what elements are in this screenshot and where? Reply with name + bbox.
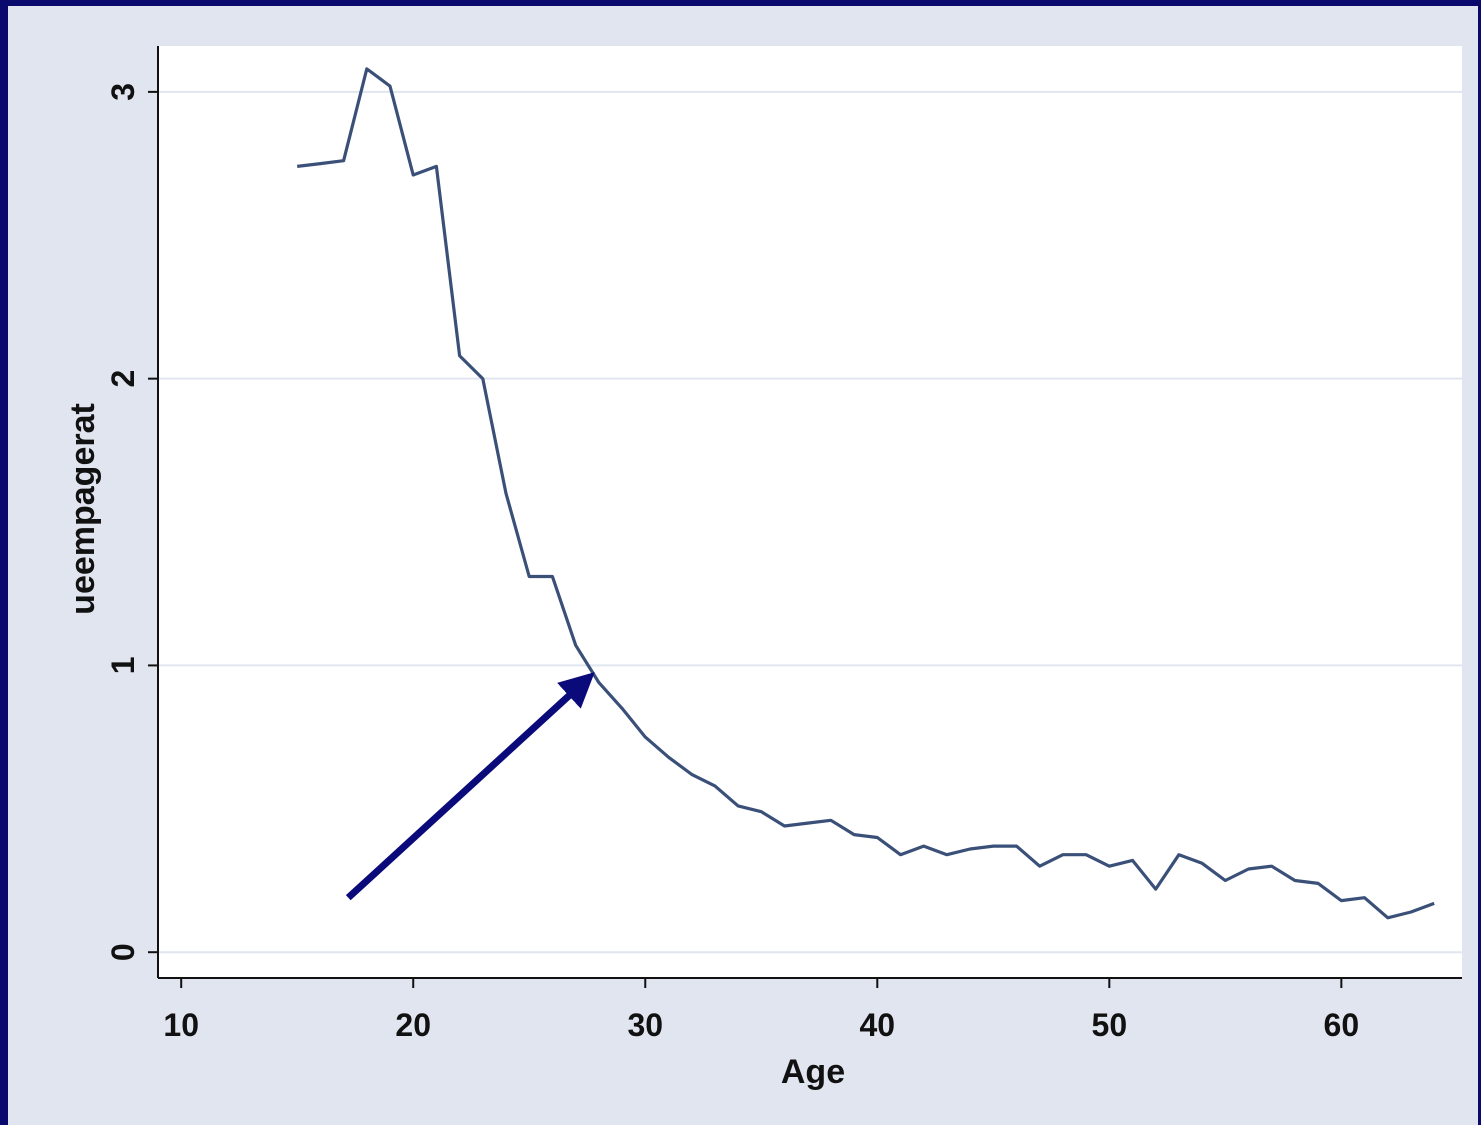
data-point <box>1108 865 1111 868</box>
data-point <box>1409 911 1412 914</box>
data-point <box>1433 902 1436 905</box>
data-point <box>296 165 299 168</box>
data-point <box>1038 865 1041 868</box>
data-point <box>1061 853 1064 856</box>
tick-labels: 0 1 2 3 10 20 30 40 50 60 <box>105 83 1359 1043</box>
x-tick-label-40: 40 <box>859 1007 895 1043</box>
data-point <box>1177 853 1180 856</box>
data-point <box>1340 899 1343 902</box>
series-line-0 <box>297 67 1435 920</box>
data-point <box>481 377 484 380</box>
data-point <box>505 492 508 495</box>
data-point <box>319 162 322 165</box>
data-point <box>969 847 972 850</box>
data-point <box>365 67 368 70</box>
data-point <box>644 736 647 739</box>
data-point <box>1293 879 1296 882</box>
y-tick-label-2: 2 <box>105 370 141 388</box>
annotation-layer <box>345 672 595 901</box>
series-layer <box>296 67 1436 920</box>
axes <box>148 46 1462 988</box>
data-point <box>574 644 577 647</box>
y-axis-title: ueempagerat <box>64 403 102 615</box>
annotation-arrow <box>345 672 595 901</box>
data-point <box>667 756 670 759</box>
line-chart: 0 1 2 3 10 20 30 40 50 60 Age ueempagerat <box>64 46 1462 1091</box>
data-point <box>713 784 716 787</box>
data-point <box>551 575 554 578</box>
data-point <box>1224 879 1227 882</box>
x-tick-label-30: 30 <box>627 1007 663 1043</box>
x-axis-title: Age <box>781 1053 845 1091</box>
x-tick-label-10: 10 <box>163 1007 199 1043</box>
data-point <box>458 354 461 357</box>
data-point <box>1154 888 1157 891</box>
data-point <box>690 773 693 776</box>
data-point <box>435 165 438 168</box>
data-point <box>806 822 809 825</box>
gridlines <box>158 90 1462 954</box>
data-point <box>1270 865 1273 868</box>
data-point <box>829 819 832 822</box>
data-point <box>1131 859 1134 862</box>
data-point <box>528 575 531 578</box>
x-tick-label-20: 20 <box>395 1007 431 1043</box>
data-point <box>1386 916 1389 919</box>
data-point <box>597 681 600 684</box>
plot-area <box>158 46 1462 978</box>
x-tick-label-50: 50 <box>1092 1007 1128 1043</box>
data-point <box>1363 896 1366 899</box>
chart-frame: 0 1 2 3 10 20 30 40 50 60 Age ueempagerat <box>8 6 1478 1125</box>
data-point <box>992 845 995 848</box>
data-point <box>1085 853 1088 856</box>
y-tick-label-0: 0 <box>105 943 141 961</box>
data-point <box>783 825 786 828</box>
data-point <box>922 845 925 848</box>
data-point <box>945 853 948 856</box>
data-point <box>853 833 856 836</box>
y-tick-label-1: 1 <box>105 657 141 675</box>
data-point <box>621 707 624 710</box>
y-tick-label-3: 3 <box>105 83 141 101</box>
data-point <box>1015 845 1018 848</box>
data-point <box>412 174 415 177</box>
data-point <box>1317 882 1320 885</box>
data-point <box>342 159 345 162</box>
data-point <box>389 85 392 88</box>
data-point <box>876 836 879 839</box>
data-point <box>1201 862 1204 865</box>
data-point <box>1247 868 1250 871</box>
x-tick-label-60: 60 <box>1324 1007 1360 1043</box>
data-point <box>760 810 763 813</box>
data-point <box>899 853 902 856</box>
data-point <box>737 804 740 807</box>
